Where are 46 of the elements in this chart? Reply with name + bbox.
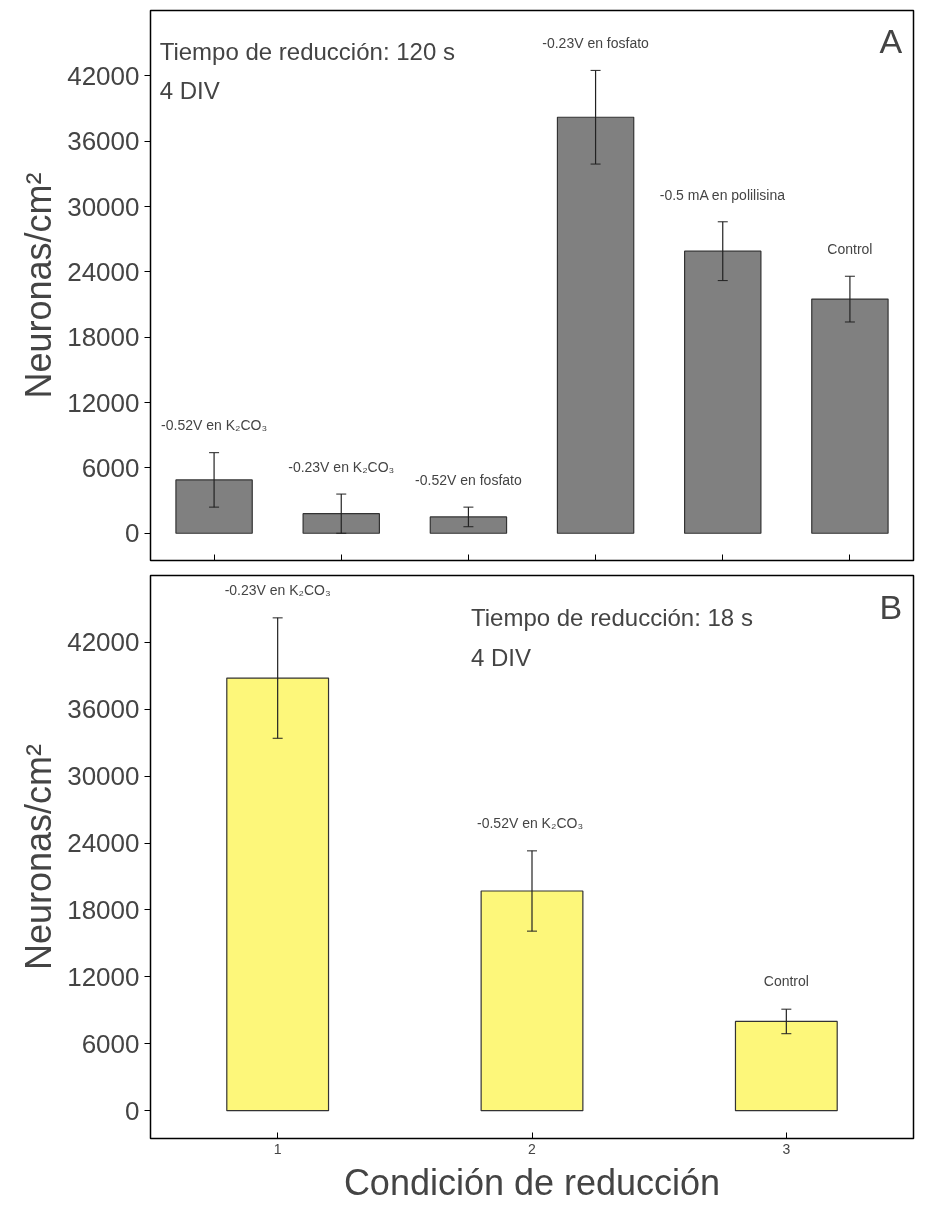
x-tick-label: 2 bbox=[528, 1140, 537, 1157]
bar bbox=[684, 250, 762, 534]
y-tick-label: 30000 bbox=[67, 191, 140, 222]
y-tick-label: 18000 bbox=[67, 322, 140, 353]
annotation: -0.23V en K₂CO₃ bbox=[224, 582, 331, 599]
y-tick-label: 6000 bbox=[81, 452, 140, 483]
y-tick-label: 42000 bbox=[67, 60, 140, 91]
chart-title: B bbox=[879, 588, 903, 627]
annotation: Control bbox=[763, 973, 809, 990]
bar bbox=[302, 513, 380, 534]
y-tick-label: 30000 bbox=[67, 761, 140, 792]
bar bbox=[734, 1020, 838, 1112]
y-axis-title: Neuronas/cm² bbox=[18, 172, 60, 399]
y-tick-label: 36000 bbox=[67, 694, 140, 725]
chart-title: A bbox=[879, 22, 903, 60]
y-tick-label: 0 bbox=[125, 1095, 140, 1126]
annotation: -0.52V en K₂CO₃ bbox=[477, 815, 584, 832]
y-tick-label: 12000 bbox=[67, 387, 140, 418]
x-tick-label: 3 bbox=[782, 1140, 791, 1157]
annotation: -0.5 mA en polilisina bbox=[659, 186, 786, 203]
annotation: -0.52V en fosfato bbox=[415, 471, 522, 488]
annotation: Tiempo de reducción: 120 s bbox=[159, 38, 455, 66]
y-tick-label: 24000 bbox=[67, 256, 140, 287]
annotation: Tiempo de reducción: 18 s bbox=[470, 604, 753, 632]
y-tick-label: 18000 bbox=[67, 894, 140, 925]
annotation: 4 DIV bbox=[159, 76, 220, 104]
bar bbox=[429, 516, 508, 534]
annotation: -0.23V en fosfato bbox=[542, 35, 650, 52]
bar bbox=[226, 677, 330, 1112]
y-tick-label: 0 bbox=[125, 518, 140, 549]
bar bbox=[556, 116, 635, 534]
annotation: -0.52V en K₂CO₃ bbox=[161, 417, 268, 434]
y-tick-label: 12000 bbox=[67, 961, 140, 992]
x-tick-label: 1 bbox=[273, 1140, 282, 1157]
annotation: 4 DIV bbox=[470, 643, 531, 671]
y-tick-label: 42000 bbox=[67, 627, 140, 658]
y-axis-title: Neuronas/cm² bbox=[18, 743, 60, 971]
bar bbox=[480, 890, 584, 1112]
y-tick-label: 36000 bbox=[67, 126, 140, 157]
y-tick-label: 24000 bbox=[67, 828, 140, 859]
annotation: Control bbox=[827, 240, 873, 257]
x-axis-title: Condición de reducción bbox=[343, 1161, 721, 1203]
bar bbox=[811, 298, 889, 534]
annotation: -0.23V en K₂CO₃ bbox=[288, 458, 395, 475]
y-tick-label: 6000 bbox=[81, 1028, 140, 1059]
bar bbox=[175, 479, 253, 534]
